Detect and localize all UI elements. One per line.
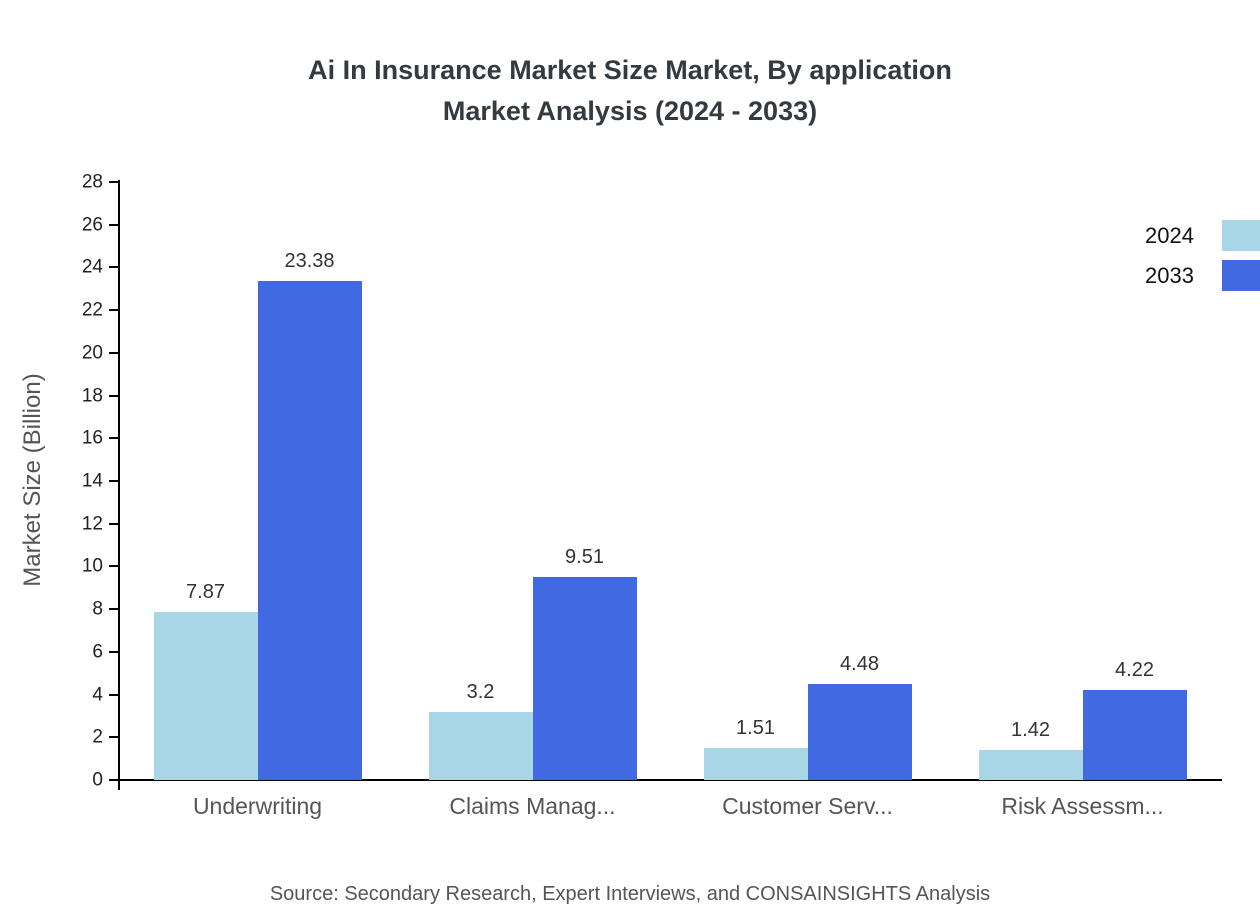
chart-title-line1: Ai In Insurance Market Size Market, By a…: [308, 55, 952, 85]
y-tick-label: 4: [92, 684, 103, 706]
y-tick-mark: [109, 223, 118, 226]
y-tick-label: 2: [92, 726, 103, 748]
bar-2033: 9.51: [532, 546, 637, 780]
y-tick-label: 18: [81, 385, 103, 407]
plot-area: 7.87 23.38 3.2 9.51 1.51 4.48 1.42 4.22: [120, 182, 1220, 780]
legend-item-2033: 2033: [1145, 260, 1260, 291]
bar-2024: 7.87: [153, 581, 258, 780]
y-tick-mark: [109, 693, 118, 696]
y-tick-mark: [109, 522, 118, 525]
y-tick-mark: [109, 351, 118, 354]
y-tick-mark: [109, 736, 118, 739]
x-axis-category-label: Claims Manag...: [449, 793, 616, 819]
x-axis-category-label: Underwriting: [192, 793, 323, 819]
bar-2024: 3.2: [428, 681, 533, 780]
y-tick-label: 0: [92, 769, 103, 791]
y-tick-label: 24: [81, 256, 103, 278]
y-tick-label: 12: [81, 513, 103, 535]
y-tick-label: 6: [92, 641, 103, 663]
y-tick-label: 10: [81, 555, 103, 577]
y-tick-label: 14: [81, 470, 103, 492]
bar-2033: 4.48: [807, 653, 912, 780]
legend-item-2024: 2024: [1145, 220, 1260, 251]
bar-2024: 1.42: [978, 719, 1083, 780]
bar-2024: 1.51: [703, 717, 808, 780]
chart-title-line2: Market Analysis (2024 - 2033): [442, 96, 818, 126]
x-axis-category-label: Customer Serv...: [722, 793, 893, 819]
y-tick-label: 22: [81, 299, 103, 321]
bar-value-label: 9.51: [565, 545, 604, 568]
source-note: Source: Secondary Research, Expert Inter…: [269, 883, 991, 905]
legend-swatch: [1222, 260, 1260, 291]
y-tick-mark: [109, 608, 118, 611]
y-tick-label: 26: [81, 214, 103, 236]
x-axis-line: [109, 779, 1222, 781]
y-tick-label: 28: [81, 171, 103, 193]
bar-value-label: 7.87: [186, 580, 225, 603]
bar-group: 1.42 4.22: [945, 182, 1220, 780]
legend: 2024 2033: [1145, 220, 1260, 291]
bar-value-label: 23.38: [284, 249, 335, 272]
y-axis: 0 2 4 6 8 10 12 14 16 18 20 22 24 26 28: [0, 173, 118, 790]
bar-value-label: 4.22: [1115, 658, 1154, 681]
y-tick-mark: [109, 480, 118, 482]
y-tick-mark: [109, 565, 118, 568]
bar-value-label: 1.42: [1011, 718, 1050, 741]
bar-value-label: 3.2: [466, 680, 495, 703]
bar-value-label: 4.48: [840, 653, 879, 676]
y-tick-mark: [109, 394, 118, 397]
y-tick-mark: [109, 266, 118, 269]
bar-group: 7.87 23.38: [120, 182, 395, 780]
y-tick-label: 8: [92, 598, 103, 620]
y-tick-mark: [109, 779, 118, 781]
x-axis-category-label: Risk Assessm...: [1001, 793, 1164, 819]
y-tick-label: 16: [81, 427, 103, 449]
legend-label: 2033: [1145, 262, 1194, 288]
bar-value-label: 1.51: [736, 716, 775, 739]
bar-2033: 4.22: [1082, 659, 1187, 780]
bar-group: 1.51 4.48: [670, 182, 945, 780]
bars-container: 7.87 23.38 3.2 9.51 1.51 4.48 1.42 4.22: [120, 182, 1220, 780]
y-axis-line: [118, 180, 120, 790]
bar-2033: 23.38: [257, 250, 362, 780]
bar-group: 3.2 9.51: [395, 182, 670, 780]
legend-swatch: [1222, 220, 1260, 251]
chart-title: Ai In Insurance Market Size Market, By a…: [0, 50, 1260, 132]
y-tick-label: 20: [81, 342, 103, 364]
y-tick-mark: [109, 309, 118, 312]
y-tick-mark: [109, 181, 118, 183]
y-tick-mark: [109, 650, 118, 653]
y-tick-mark: [109, 437, 118, 440]
x-axis-labels: Underwriting Claims Manag... Customer Serv…: [120, 793, 1220, 820]
legend-label: 2024: [1145, 222, 1194, 248]
